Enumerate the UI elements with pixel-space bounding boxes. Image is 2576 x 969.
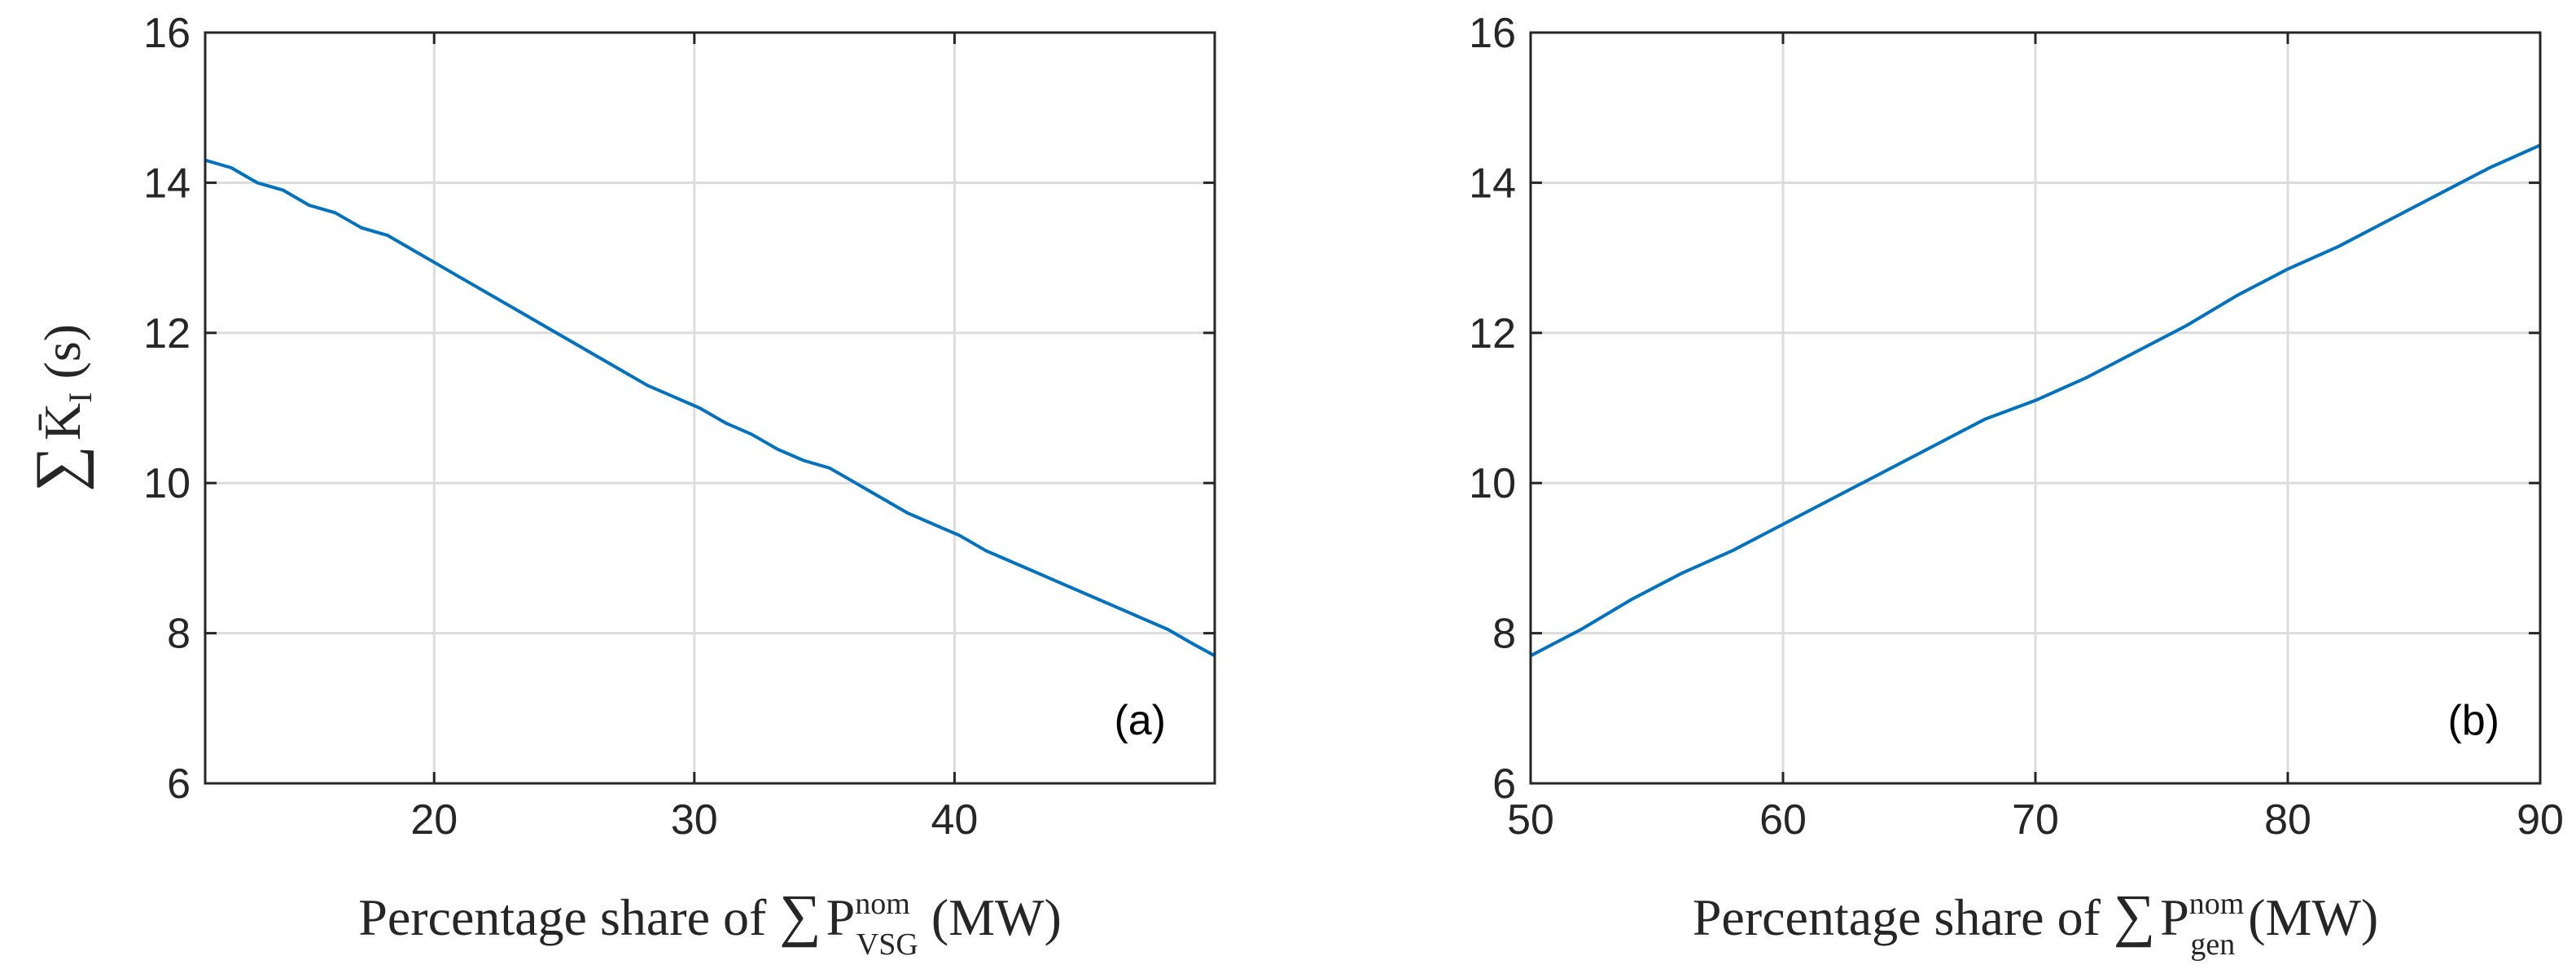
axes-box-a bbox=[204, 31, 1216, 785]
x-tick-label-b-3: 80 bbox=[2264, 796, 2311, 844]
y-tick-label-a-0: 6 bbox=[167, 761, 191, 808]
x-tick-label-b-1: 60 bbox=[1759, 796, 1807, 844]
y-tick-label-b-4: 14 bbox=[1469, 160, 1516, 207]
y-axis-label: ∑K̄I (s) bbox=[23, 324, 99, 492]
y-tick-label-a-5: 16 bbox=[143, 10, 191, 57]
series-line-b-0 bbox=[1530, 143, 2541, 658]
y-tick-label-b-5: 16 bbox=[1469, 10, 1516, 57]
y-tick-label-b-3: 12 bbox=[1469, 310, 1516, 357]
y-tick-label-a-2: 10 bbox=[143, 460, 191, 507]
x-axis-label-b: Percentage share of ∑Pnom gen (MW) bbox=[1693, 883, 2378, 962]
panel-b: 50 60 70 80 90 6 8 10 12 14 16 (b) Percentage shar… bbox=[1469, 10, 2564, 962]
y-tick-label-b-1: 8 bbox=[1492, 611, 1516, 658]
y-tick-label-b-2: 10 bbox=[1469, 460, 1516, 507]
x-tick-label-a-2: 40 bbox=[931, 796, 978, 844]
y-tick-label-a-1: 8 bbox=[167, 611, 191, 658]
y-tick-label-b-0: 6 bbox=[1492, 761, 1516, 808]
x-tick-label-b-4: 90 bbox=[2517, 796, 2564, 844]
panel-label-a: (a) bbox=[1114, 697, 1166, 744]
x-tick-label-a-0: 20 bbox=[410, 796, 458, 844]
panel-label-b: (b) bbox=[2447, 697, 2499, 744]
plot-area-a bbox=[205, 33, 1215, 783]
series-line-a-0 bbox=[204, 158, 1216, 658]
series-a bbox=[204, 158, 1216, 658]
ticks-a: 20 30 40 6 8 10 12 14 16 bbox=[143, 10, 1215, 844]
x-tick-label-a-1: 30 bbox=[671, 796, 718, 844]
x-tick-label-b-2: 70 bbox=[2012, 796, 2059, 844]
panel-a: 20 30 40 6 8 10 12 14 16 (a) Percentage share of… bbox=[23, 10, 1216, 962]
y-tick-label-a-3: 12 bbox=[143, 310, 191, 357]
ticks-b: 50 60 70 80 90 6 8 10 12 14 16 bbox=[1469, 10, 2564, 844]
x-axis-label-a: Percentage share of ∑Pnom VSG (MW) bbox=[358, 883, 1062, 962]
y-tick-label-a-4: 14 bbox=[143, 160, 191, 207]
series-b bbox=[1530, 143, 2541, 658]
x-tick-label-b-0: 50 bbox=[1507, 796, 1554, 844]
